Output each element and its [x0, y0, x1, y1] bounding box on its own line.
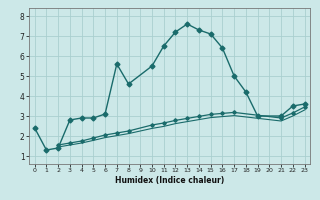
X-axis label: Humidex (Indice chaleur): Humidex (Indice chaleur)	[115, 176, 224, 185]
